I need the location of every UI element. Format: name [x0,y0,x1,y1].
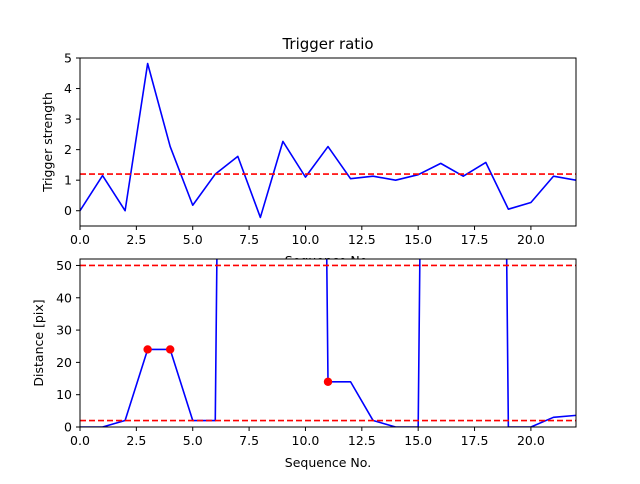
distance-chart: 0.0 2.5 5.0 7.5 10.0 12.5 15.0 17.5 20.0 0 10 20 30 4… [31,258,577,470]
x-tick-label: 2.5 [126,433,146,448]
x-tick-label: 0.0 [70,232,90,247]
y-tick-label: 3 [64,112,72,127]
x-axis-label: Sequence No. [285,455,371,470]
y-tick-label: 50 [56,258,72,273]
x-tick-label: 0.0 [70,433,90,448]
x-tick-label: 17.5 [461,232,489,247]
x-tick-label: 5.0 [183,232,203,247]
plot-content [80,62,576,219]
x-tick-label: 15.0 [404,433,432,448]
axes-frame [79,57,577,227]
y-tick-label: 2 [64,142,72,157]
axes-frame [79,258,577,428]
x-tick-label: 5.0 [183,433,203,448]
chart-title: Trigger ratio [281,35,373,53]
x-tick-label: 20.0 [517,232,545,247]
data-point-marker [323,377,333,386]
y-axis-label: Trigger strength [40,92,55,193]
y-tick-label: 20 [56,355,72,370]
y-tick-label: 5 [64,51,72,66]
y-tick-label: 10 [56,387,72,402]
y-tick-label: 0 [64,420,72,435]
x-tick-label: 15.0 [404,232,432,247]
x-tick-label: 2.5 [126,232,146,247]
x-tick-label: 17.5 [461,433,489,448]
series-line [80,62,576,219]
x-tick-label: 20.0 [517,433,545,448]
x-tick-label: 10.0 [292,232,320,247]
ticks: 0.0 2.5 5.0 7.5 10.0 12.5 15.0 17.5 20.0 0 1 2 3 4 5 [64,51,545,248]
x-tick-label: 12.5 [348,433,376,448]
y-tick-label: 0 [64,203,72,218]
y-tick-label: 40 [56,290,72,305]
data-point-marker [165,345,175,354]
plot-content [80,259,576,427]
data-point-marker [143,345,152,354]
x-tick-label: 10.0 [292,433,320,448]
x-tick-label: 12.5 [348,232,376,247]
ticks: 0.0 2.5 5.0 7.5 10.0 12.5 15.0 17.5 20.0 0 10 20 30 4… [56,258,545,448]
y-tick-label: 1 [64,173,72,188]
x-tick-label: 7.5 [239,232,259,247]
y-tick-label: 4 [64,81,72,96]
x-tick-label: 7.5 [239,433,259,448]
y-axis-label: Distance [pix] [31,299,46,386]
y-tick-label: 30 [56,323,72,338]
